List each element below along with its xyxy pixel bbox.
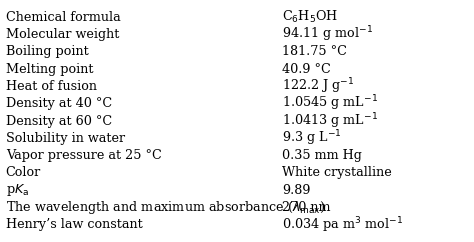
Text: 0.034 pa m$^3$ mol$^{-1}$: 0.034 pa m$^3$ mol$^{-1}$: [282, 215, 403, 235]
Text: Heat of fusion: Heat of fusion: [6, 80, 97, 93]
Text: The wavelength and maximum absorbance ($\lambda_\mathrm{max}$): The wavelength and maximum absorbance ($…: [6, 199, 325, 216]
Text: Henry’s law constant: Henry’s law constant: [6, 218, 143, 231]
Text: Color: Color: [6, 166, 41, 179]
Text: Vapor pressure at 25 °C: Vapor pressure at 25 °C: [6, 149, 162, 162]
Text: Density at 60 °C: Density at 60 °C: [6, 114, 112, 128]
Text: 0.35 mm Hg: 0.35 mm Hg: [282, 149, 362, 162]
Text: 94.11 g mol$^{-1}$: 94.11 g mol$^{-1}$: [282, 25, 373, 44]
Text: Solubility in water: Solubility in water: [6, 132, 125, 145]
Text: 122.2 J g$^{-1}$: 122.2 J g$^{-1}$: [282, 76, 354, 96]
Text: White crystalline: White crystalline: [282, 166, 392, 179]
Text: Chemical formula: Chemical formula: [6, 11, 120, 24]
Text: 181.75 °C: 181.75 °C: [282, 45, 347, 58]
Text: 1.0545 g mL$^{-1}$: 1.0545 g mL$^{-1}$: [282, 94, 378, 113]
Text: C$_6$H$_5$OH: C$_6$H$_5$OH: [282, 9, 338, 25]
Text: 40.9 °C: 40.9 °C: [282, 63, 331, 76]
Text: 9.3 g L$^{-1}$: 9.3 g L$^{-1}$: [282, 129, 342, 148]
Text: 9.89: 9.89: [282, 184, 310, 197]
Text: Melting point: Melting point: [6, 63, 93, 76]
Text: Molecular weight: Molecular weight: [6, 28, 119, 41]
Text: Boiling point: Boiling point: [6, 45, 89, 58]
Text: 1.0413 g mL$^{-1}$: 1.0413 g mL$^{-1}$: [282, 111, 378, 131]
Text: Density at 40 °C: Density at 40 °C: [6, 97, 112, 110]
Text: 270 nm: 270 nm: [282, 201, 330, 214]
Text: p$K_\mathrm{a}$: p$K_\mathrm{a}$: [6, 182, 29, 198]
